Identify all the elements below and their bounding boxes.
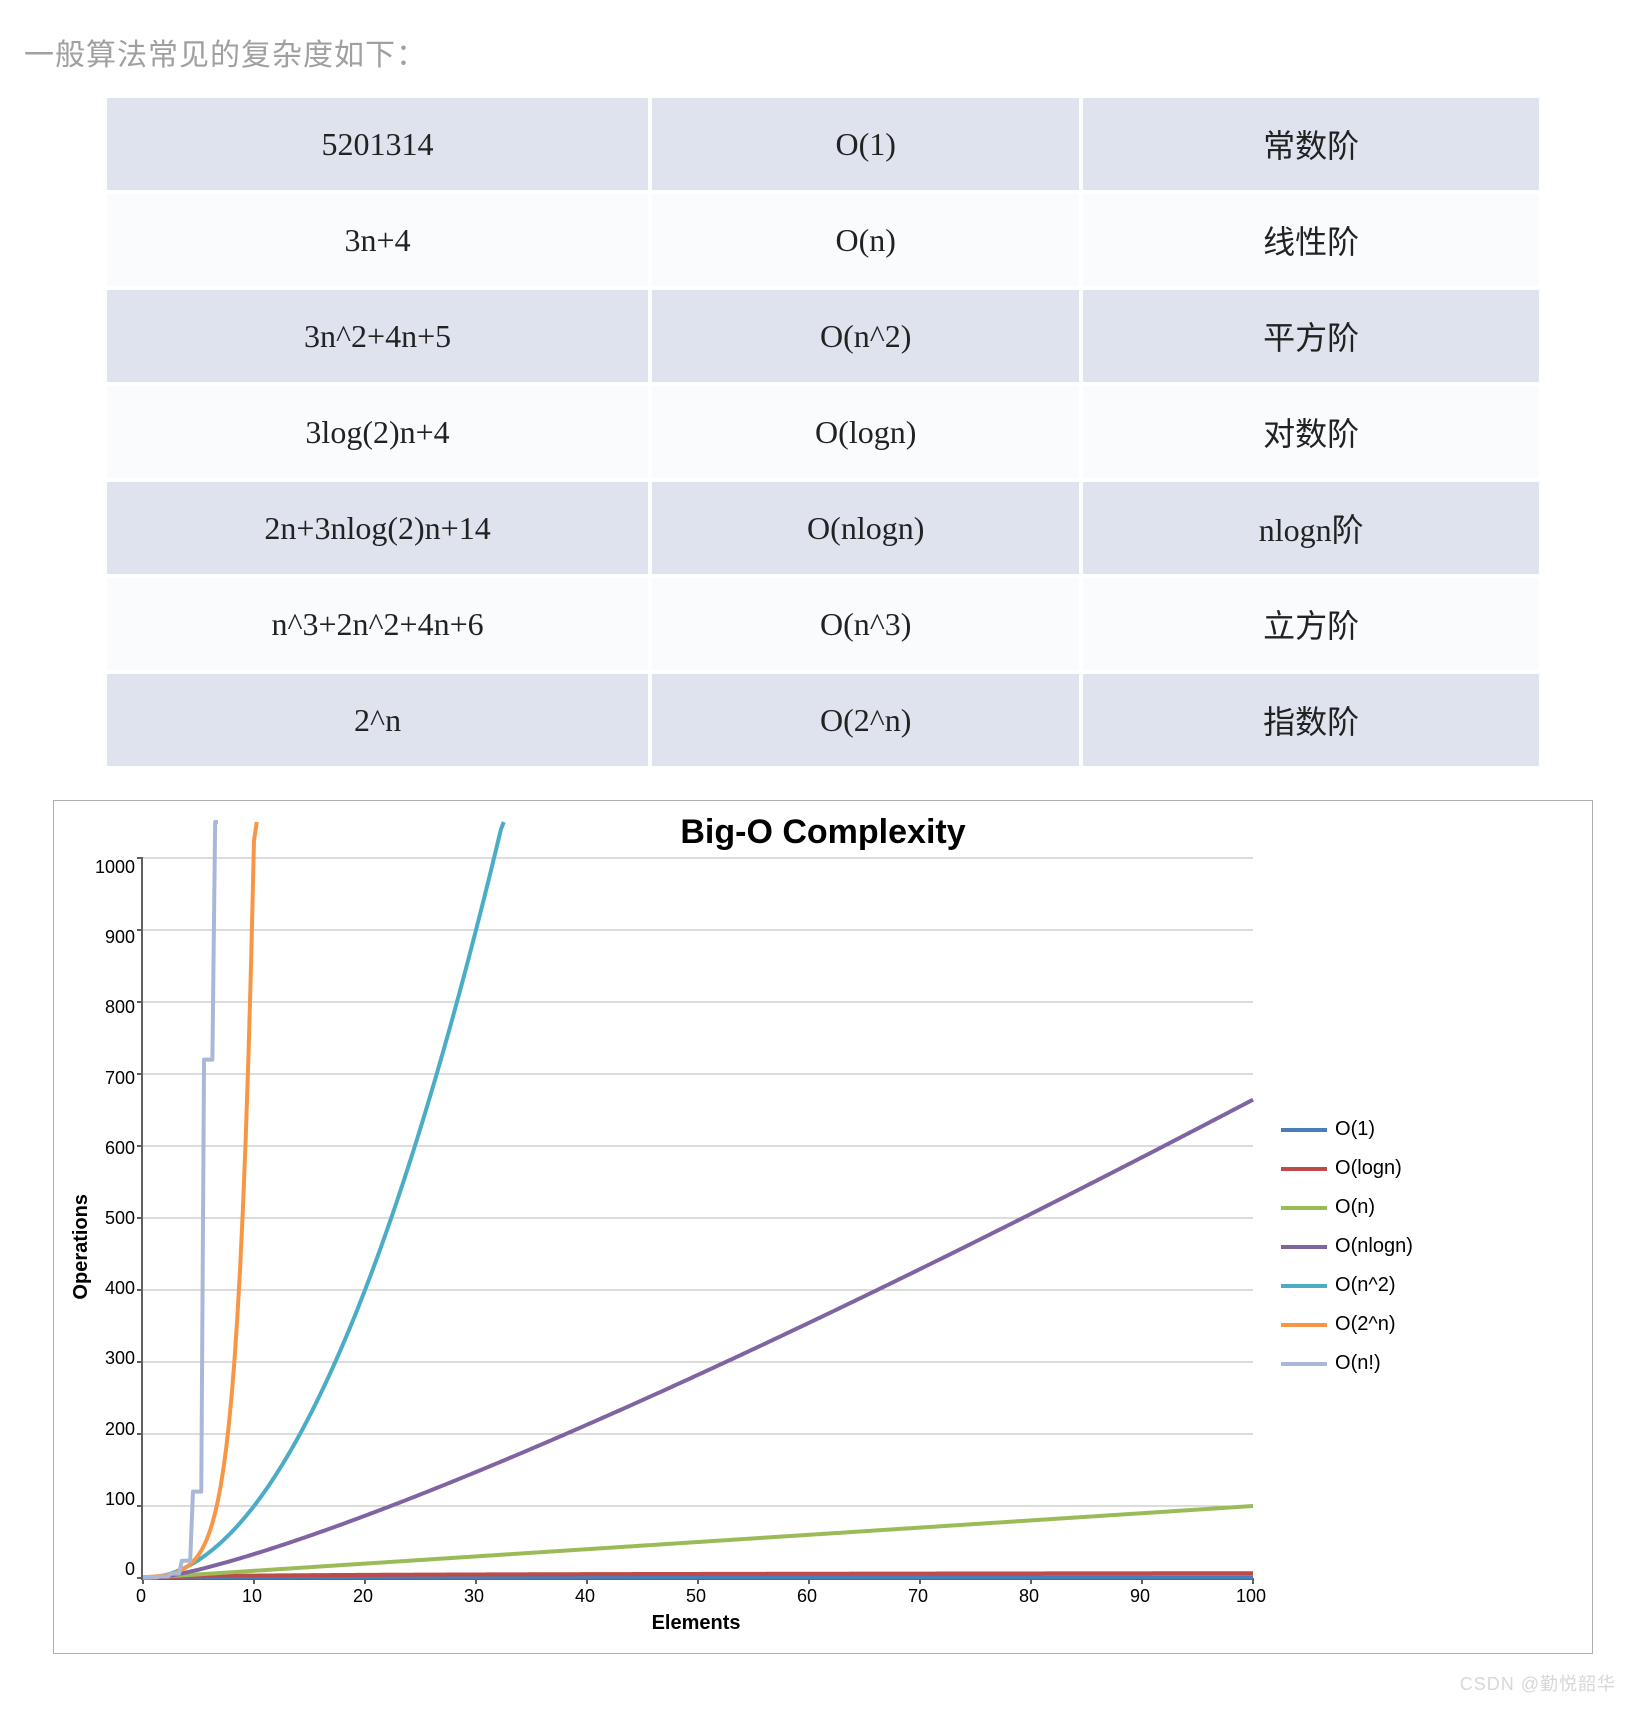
chart-legend: O(1) O(logn) O(n) O(nlogn) O(n^2) O(2^n) O(n!) bbox=[1281, 1102, 1413, 1391]
table-row: 3n^2+4n+5O(n^2)平方阶 bbox=[107, 290, 1539, 382]
chart-xtick-label: 90 bbox=[1130, 1586, 1150, 1607]
chart-xtick-label: 60 bbox=[797, 1586, 817, 1607]
chart-xtick-label: 10 bbox=[242, 1586, 262, 1607]
chart-svg bbox=[143, 858, 1253, 1578]
chart-ytick-label: 0 bbox=[95, 1560, 135, 1578]
chart-ytick-label: 200 bbox=[95, 1420, 135, 1438]
chart-plot-column: 0102030405060708090100 Elements bbox=[141, 858, 1253, 1635]
chart-series-fact bbox=[143, 822, 218, 1577]
table-row: 3log(2)n+4O(logn)对数阶 bbox=[107, 386, 1539, 478]
chart-ytick-label: 600 bbox=[95, 1139, 135, 1157]
legend-item: O(2^n) bbox=[1281, 1313, 1413, 1336]
table-cell-bigo: O(2^n) bbox=[652, 674, 1079, 766]
chart-series-n2 bbox=[143, 822, 504, 1578]
chart-yticks: 10009008007006005004003002001000 bbox=[95, 858, 141, 1578]
table-cell-name: nlogn阶 bbox=[1083, 482, 1539, 574]
table-cell-expr: 5201314 bbox=[107, 98, 648, 190]
table-cell-bigo: O(n^2) bbox=[652, 290, 1079, 382]
legend-swatch bbox=[1281, 1167, 1327, 1171]
table-cell-bigo: O(nlogn) bbox=[652, 482, 1079, 574]
legend-label: O(n) bbox=[1335, 1196, 1375, 1219]
complexity-table-wrap: 5201314O(1)常数阶3n+4O(n)线性阶3n^2+4n+5O(n^2)… bbox=[103, 94, 1543, 770]
chart-ytick-label: 500 bbox=[95, 1209, 135, 1227]
legend-label: O(n!) bbox=[1335, 1352, 1381, 1375]
chart-body: Operations 10009008007006005004003002001… bbox=[68, 858, 1578, 1635]
legend-swatch bbox=[1281, 1128, 1327, 1132]
chart-xtick-label: 20 bbox=[353, 1586, 373, 1607]
chart-title: Big-O Complexity bbox=[68, 813, 1578, 852]
legend-item: O(nlogn) bbox=[1281, 1235, 1413, 1258]
legend-swatch bbox=[1281, 1323, 1327, 1327]
chart-xtick-label: 30 bbox=[464, 1586, 484, 1607]
table-cell-bigo: O(n^3) bbox=[652, 578, 1079, 670]
table-row: 3n+4O(n)线性阶 bbox=[107, 194, 1539, 286]
chart-ytick-label: 700 bbox=[95, 1069, 135, 1087]
chart-xtick-label: 50 bbox=[686, 1586, 706, 1607]
table-cell-expr: n^3+2n^2+4n+6 bbox=[107, 578, 648, 670]
legend-swatch bbox=[1281, 1284, 1327, 1288]
table-cell-expr: 3n^2+4n+5 bbox=[107, 290, 648, 382]
legend-label: O(nlogn) bbox=[1335, 1235, 1413, 1258]
table-cell-expr: 3n+4 bbox=[107, 194, 648, 286]
chart-ylabel: Operations bbox=[68, 1194, 95, 1300]
table-row: 2^nO(2^n)指数阶 bbox=[107, 674, 1539, 766]
complexity-table: 5201314O(1)常数阶3n+4O(n)线性阶3n^2+4n+5O(n^2)… bbox=[103, 94, 1543, 770]
legend-item: O(logn) bbox=[1281, 1157, 1413, 1180]
legend-item: O(n!) bbox=[1281, 1352, 1413, 1375]
table-cell-name: 对数阶 bbox=[1083, 386, 1539, 478]
table-cell-bigo: O(logn) bbox=[652, 386, 1079, 478]
legend-label: O(1) bbox=[1335, 1118, 1375, 1141]
legend-item: O(n) bbox=[1281, 1196, 1413, 1219]
legend-swatch bbox=[1281, 1245, 1327, 1249]
table-cell-expr: 3log(2)n+4 bbox=[107, 386, 648, 478]
table-cell-bigo: O(n) bbox=[652, 194, 1079, 286]
chart-ytick-label: 100 bbox=[95, 1490, 135, 1508]
table-cell-expr: 2^n bbox=[107, 674, 648, 766]
table-cell-name: 线性阶 bbox=[1083, 194, 1539, 286]
chart-xtick-label: 100 bbox=[1236, 1586, 1266, 1607]
chart-xticks: 0102030405060708090100 bbox=[141, 1580, 1251, 1586]
bigo-chart-panel: Big-O Complexity Operations 100090080070… bbox=[53, 800, 1593, 1654]
chart-ytick-label: 800 bbox=[95, 998, 135, 1016]
legend-label: O(logn) bbox=[1335, 1157, 1402, 1180]
legend-swatch bbox=[1281, 1206, 1327, 1210]
chart-ytick-label: 400 bbox=[95, 1279, 135, 1297]
chart-series-n bbox=[143, 1506, 1253, 1578]
table-row: n^3+2n^2+4n+6O(n^3)立方阶 bbox=[107, 578, 1539, 670]
chart-xtick-label: 80 bbox=[1019, 1586, 1039, 1607]
table-cell-name: 常数阶 bbox=[1083, 98, 1539, 190]
legend-label: O(n^2) bbox=[1335, 1274, 1396, 1297]
chart-ytick-label: 1000 bbox=[95, 858, 135, 876]
chart-plot-area bbox=[141, 858, 1253, 1580]
table-cell-expr: 2n+3nlog(2)n+14 bbox=[107, 482, 648, 574]
chart-xtick-label: 70 bbox=[908, 1586, 928, 1607]
legend-swatch bbox=[1281, 1362, 1327, 1366]
page-root: 一般算法常见的复杂度如下： 5201314O(1)常数阶3n+4O(n)线性阶3… bbox=[0, 0, 1646, 1714]
chart-xlabel: Elements bbox=[141, 1612, 1251, 1635]
legend-item: O(1) bbox=[1281, 1118, 1413, 1141]
legend-item: O(n^2) bbox=[1281, 1274, 1413, 1297]
chart-ytick-label: 300 bbox=[95, 1349, 135, 1367]
table-cell-name: 指数阶 bbox=[1083, 674, 1539, 766]
table-row: 5201314O(1)常数阶 bbox=[107, 98, 1539, 190]
chart-xtick-label: 0 bbox=[136, 1586, 146, 1607]
table-cell-name: 平方阶 bbox=[1083, 290, 1539, 382]
table-cell-bigo: O(1) bbox=[652, 98, 1079, 190]
watermark-text: CSDN @勤悦韶华 bbox=[1460, 1670, 1616, 1696]
chart-xtick-label: 40 bbox=[575, 1586, 595, 1607]
table-row: 2n+3nlog(2)n+14O(nlogn)nlogn阶 bbox=[107, 482, 1539, 574]
table-cell-name: 立方阶 bbox=[1083, 578, 1539, 670]
intro-text: 一般算法常见的复杂度如下： bbox=[24, 30, 1626, 74]
chart-ytick-label: 900 bbox=[95, 928, 135, 946]
legend-label: O(2^n) bbox=[1335, 1313, 1396, 1336]
